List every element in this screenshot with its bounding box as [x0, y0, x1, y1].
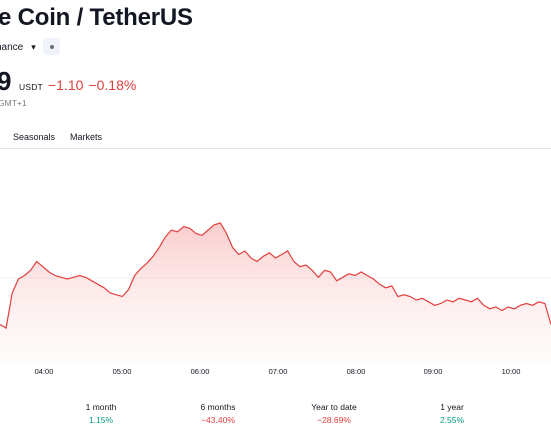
perf-label: Year to date	[311, 402, 357, 412]
perf-value: −43.40%	[201, 415, 235, 425]
x-axis-ticks: 04:00 05:00 06:00 07:00 08:00 09:00 10:00	[35, 367, 521, 376]
perf-value: −28.69%	[317, 415, 351, 425]
exchange-label: nance	[0, 41, 24, 53]
x-tick-label: 06:00	[191, 367, 210, 376]
price-chart[interactable]: 04:00 05:00 06:00 07:00 08:00 09:00 10:00	[0, 148, 551, 383]
tab-bar: Seasonals Markets	[13, 132, 102, 142]
price-currency: USDT	[19, 82, 43, 92]
price-area	[0, 223, 551, 363]
tab-seasonals[interactable]: Seasonals	[13, 132, 56, 142]
x-tick-label: 04:00	[35, 367, 54, 376]
price-change-abs: −1.10	[48, 77, 84, 93]
chevron-down-icon: ▾	[31, 41, 36, 52]
perf-value: 1.15%	[88, 415, 114, 425]
tab-divider	[0, 148, 551, 149]
x-tick-label: 10:00	[502, 367, 521, 376]
x-tick-label: 05:00	[113, 367, 132, 376]
dot-icon	[49, 44, 54, 49]
symbol-title: e Coin / TetherUS	[0, 4, 193, 31]
x-tick-label: 09:00	[424, 367, 443, 376]
price-change: −1.10 −0.18%	[48, 77, 136, 93]
perf-6-months[interactable]: 6 months −43.40%	[173, 402, 263, 425]
price-change-pct: −0.18%	[88, 77, 137, 93]
perf-value: 2.55%	[439, 415, 465, 425]
perf-label: 6 months	[200, 402, 236, 412]
perf-1-month[interactable]: 1 month 1.15%	[56, 402, 146, 425]
perf-label: 1 month	[85, 402, 117, 412]
exchange-selector[interactable]: nance ▾	[0, 38, 36, 56]
last-price: 9	[0, 66, 12, 96]
x-tick-label: 08:00	[347, 367, 366, 376]
perf-year-to-date[interactable]: Year to date −28.69%	[289, 402, 379, 425]
perf-label: 1 year	[440, 402, 464, 412]
timezone-label: GMT+1	[0, 98, 27, 108]
price-line	[0, 222, 551, 329]
perf-1-year[interactable]: 1 year 2.55%	[407, 402, 497, 425]
tab-markets[interactable]: Markets	[70, 132, 103, 142]
x-tick-label: 07:00	[269, 367, 288, 376]
market-status-button[interactable]	[43, 38, 60, 55]
